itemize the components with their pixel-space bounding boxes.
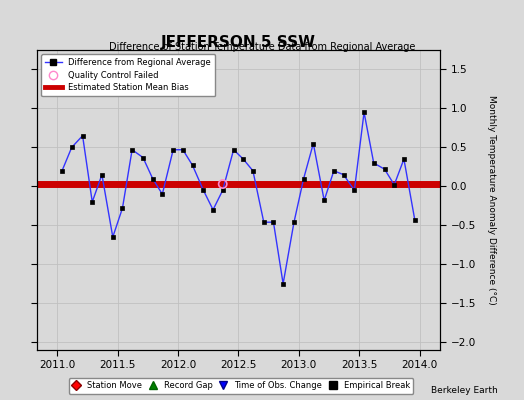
Legend: Station Move, Record Gap, Time of Obs. Change, Empirical Break: Station Move, Record Gap, Time of Obs. C…	[69, 378, 413, 394]
Point	[219, 181, 227, 187]
Text: Berkeley Earth: Berkeley Earth	[431, 386, 498, 395]
Y-axis label: Monthly Temperature Anomaly Difference (°C): Monthly Temperature Anomaly Difference (…	[487, 95, 496, 305]
Legend: Difference from Regional Average, Quality Control Failed, Estimated Station Mean: Difference from Regional Average, Qualit…	[41, 54, 215, 96]
Text: Difference of Station Temperature Data from Regional Average: Difference of Station Temperature Data f…	[109, 42, 415, 52]
Title: JEFFERSON 5 SSW: JEFFERSON 5 SSW	[161, 35, 316, 50]
